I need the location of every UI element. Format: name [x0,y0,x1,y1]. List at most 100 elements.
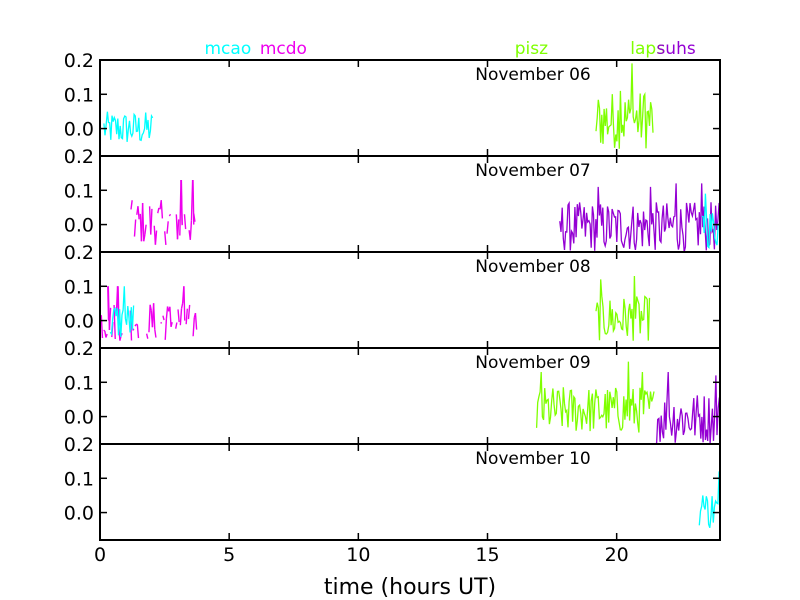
panel-date-label: November 07 [475,161,590,181]
x-tick-label: 20 [605,544,629,566]
series-suhs [559,183,720,252]
series-mcao [698,471,720,529]
series-mcdo-segment [164,231,167,245]
y-tick-label: 0.2 [64,338,94,360]
x-tick-label: 0 [94,544,106,566]
series-mcdo-segment [143,234,146,242]
series-mcdo-segment [187,304,191,320]
y-tick-label: 0.0 [64,119,94,141]
series-mcdo-segment [137,206,140,220]
station-label-pisz: pisz [515,39,548,59]
series-mcdo-peak [180,179,183,225]
panel-date-label: November 06 [475,65,590,85]
series-mcao [109,286,135,338]
series-mcdo-segment [189,220,193,240]
series-mcdo-segment [192,317,195,337]
series-mcdo-segment [149,304,152,311]
series-mcdo-segment [185,308,189,325]
series-mcdo-segment [136,324,140,339]
x-tick-label: 10 [346,544,370,566]
panel-date-label: November 09 [475,353,590,373]
series-mcdo-segment [170,322,173,328]
panel-series [100,275,651,341]
series-mcdo-segment [164,318,168,340]
y-tick-label: 0.1 [64,372,94,394]
panel-4: 0.0 0.1 0.2 November 09 [64,338,721,445]
series-mcdo-segment [152,303,156,330]
panel-date-label: November 08 [475,257,590,277]
series-mcdo-segment [132,328,135,331]
panel-frame [99,59,721,157]
y-tick-label: 0.2 [64,242,94,264]
series-pisz [595,275,651,341]
station-label-mcdo: mcdo [260,39,307,59]
series-mcdo-segment [176,219,180,240]
station-label-mcao: mcao [205,39,252,59]
station-label-laps: laps [630,39,665,59]
panel-series [103,63,654,149]
series-mcdo-segment [183,214,187,230]
series-mcdo-segment [144,224,147,235]
series-mcdo-segment [177,309,180,323]
panel-frame [99,347,721,445]
y-tick-label: 0.0 [64,407,94,429]
series-mcdo-segment [108,307,112,331]
x-axis: 0 5 10 15 20 [94,544,629,566]
series-mcdo-segment [100,315,104,339]
panel-3: 0.0 0.1 0.2 November 08 [64,242,721,349]
panel-date-label: November 10 [475,449,590,469]
y-tick-label: 0.1 [64,180,94,202]
series-mcdo-segment [103,329,106,332]
series-mcdo-segment [148,304,151,333]
series-mcdo-segment [141,203,145,242]
series-mcao [103,111,154,142]
series-mcdo-peak [107,286,110,321]
y-tick-label: 0.1 [64,84,94,106]
y-tick-label: 0.2 [64,434,94,456]
series-mcdo-segment [134,324,137,327]
series-mcdo-segment [154,329,157,338]
series-mcdo-segment [160,200,164,219]
panel-series [130,179,720,252]
series-mcdo-segment [166,221,169,234]
series-mcdo-segment [169,306,172,327]
series-mcdo-segment [160,321,163,324]
series-suhs [655,371,720,444]
y-tick-label: 0.0 [64,311,94,333]
series-mcdo-segment [157,207,160,214]
station-label-suhs: suhs [656,39,695,59]
series-mcdo-segment [133,219,137,237]
series-mcdo-segment [179,308,183,326]
y-tick-label: 0.0 [64,215,94,237]
panel-frame [99,443,721,541]
panel-5: 0.0 0.1 0.2 November 10 [64,434,721,541]
series-mcdo-segment [150,208,153,235]
x-axis-title: time (hours UT) [324,575,496,600]
series-pisz [535,361,655,433]
x-tick-label: 5 [223,544,235,566]
series-mcdo-segment [105,333,108,338]
series-pisz [595,63,654,149]
panel-series [535,361,720,444]
series-mcdo-peak [192,179,195,225]
panel-2: 0.0 0.1 0.2 November 07 [64,146,721,253]
panel-series [698,471,720,529]
series-mcdo-peak [183,286,186,321]
series-mcdo-segment [180,303,184,309]
series-mcdo-segment [162,315,165,321]
y-tick-label: 0.2 [64,50,94,72]
x-tick-label: 15 [475,544,499,566]
series-mcdo-segment [154,230,158,245]
y-tick-label: 0.1 [64,276,94,298]
series-mcdo-segment [175,322,178,329]
panel-1: 0.0 0.1 0.2 November 06 [64,50,721,157]
chart-panels: 0.0 0.1 0.2 November 06 0.0 0.1 0.2 November 07… [64,50,721,541]
series-mcdo-segment [194,313,198,330]
y-tick-label: 0.0 [64,503,94,525]
y-tick-label: 0.2 [64,146,94,168]
series-mcao [701,193,720,250]
series-mcdo-segment [168,213,172,217]
y-tick-label: 0.1 [64,468,94,490]
